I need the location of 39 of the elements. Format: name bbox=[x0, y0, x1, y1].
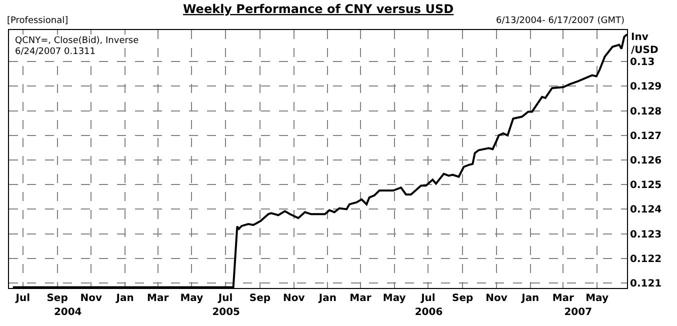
x-tick-label: Nov bbox=[282, 293, 306, 304]
x-tick-label: May bbox=[586, 293, 609, 304]
y-tick-label: 0.127 bbox=[630, 130, 662, 142]
x-tick-label: Jul bbox=[420, 293, 436, 304]
chart-title: Weekly Performance of CNY versus USD bbox=[183, 2, 454, 16]
x2-tick-label: 2005 bbox=[212, 307, 240, 318]
x2-tick-label: 2004 bbox=[54, 307, 82, 318]
y-tick-label: 0.129 bbox=[630, 82, 662, 93]
x-tick-label: Sep bbox=[249, 293, 271, 304]
x-tick-label: May bbox=[180, 293, 204, 304]
y-tick-label: 0.128 bbox=[630, 106, 662, 118]
y-tick-label: 0.124 bbox=[630, 204, 662, 216]
y-tick-label: 0.122 bbox=[630, 254, 662, 265]
chart-subtitle: 6/13/2004- 6/17/2007 (GMT) bbox=[496, 16, 625, 26]
x-tick-label: Jan bbox=[520, 293, 540, 304]
y-tick-label: 0.126 bbox=[630, 155, 662, 166]
y-tick-label: 0.121 bbox=[630, 278, 662, 290]
y-tick-label: 0.125 bbox=[630, 180, 662, 192]
annotation: 6/24/2007 0.1311 bbox=[15, 47, 96, 57]
x-tick-label: Nov bbox=[80, 293, 103, 304]
x-tick-label: Jul bbox=[217, 293, 233, 304]
x-tick-label: Jul bbox=[14, 293, 30, 304]
y-tick-label: 0.13 bbox=[630, 57, 655, 68]
x-tick-label: May bbox=[382, 293, 406, 304]
x-tick-label: Jan bbox=[318, 293, 337, 304]
annotation: QCNY=, Close(Bid), Inverse bbox=[15, 36, 140, 46]
x-tick-label: Mar bbox=[552, 293, 574, 304]
x-tick-label: Jan bbox=[115, 293, 134, 304]
y-tick-label: 0.123 bbox=[630, 229, 662, 240]
x2-tick-label: 2007 bbox=[564, 307, 592, 318]
x-tick-label: Nov bbox=[486, 293, 508, 304]
x-tick-label: Mar bbox=[146, 293, 169, 304]
x2-tick-label: 2006 bbox=[414, 307, 443, 318]
text: [Professional] bbox=[7, 16, 68, 26]
line-series bbox=[12, 33, 627, 288]
x-tick-label: Sep bbox=[46, 293, 68, 304]
x-tick-label: Mar bbox=[350, 293, 372, 304]
y-axis-title: Inv /USD bbox=[631, 32, 658, 56]
x-tick-label: Sep bbox=[452, 293, 474, 304]
